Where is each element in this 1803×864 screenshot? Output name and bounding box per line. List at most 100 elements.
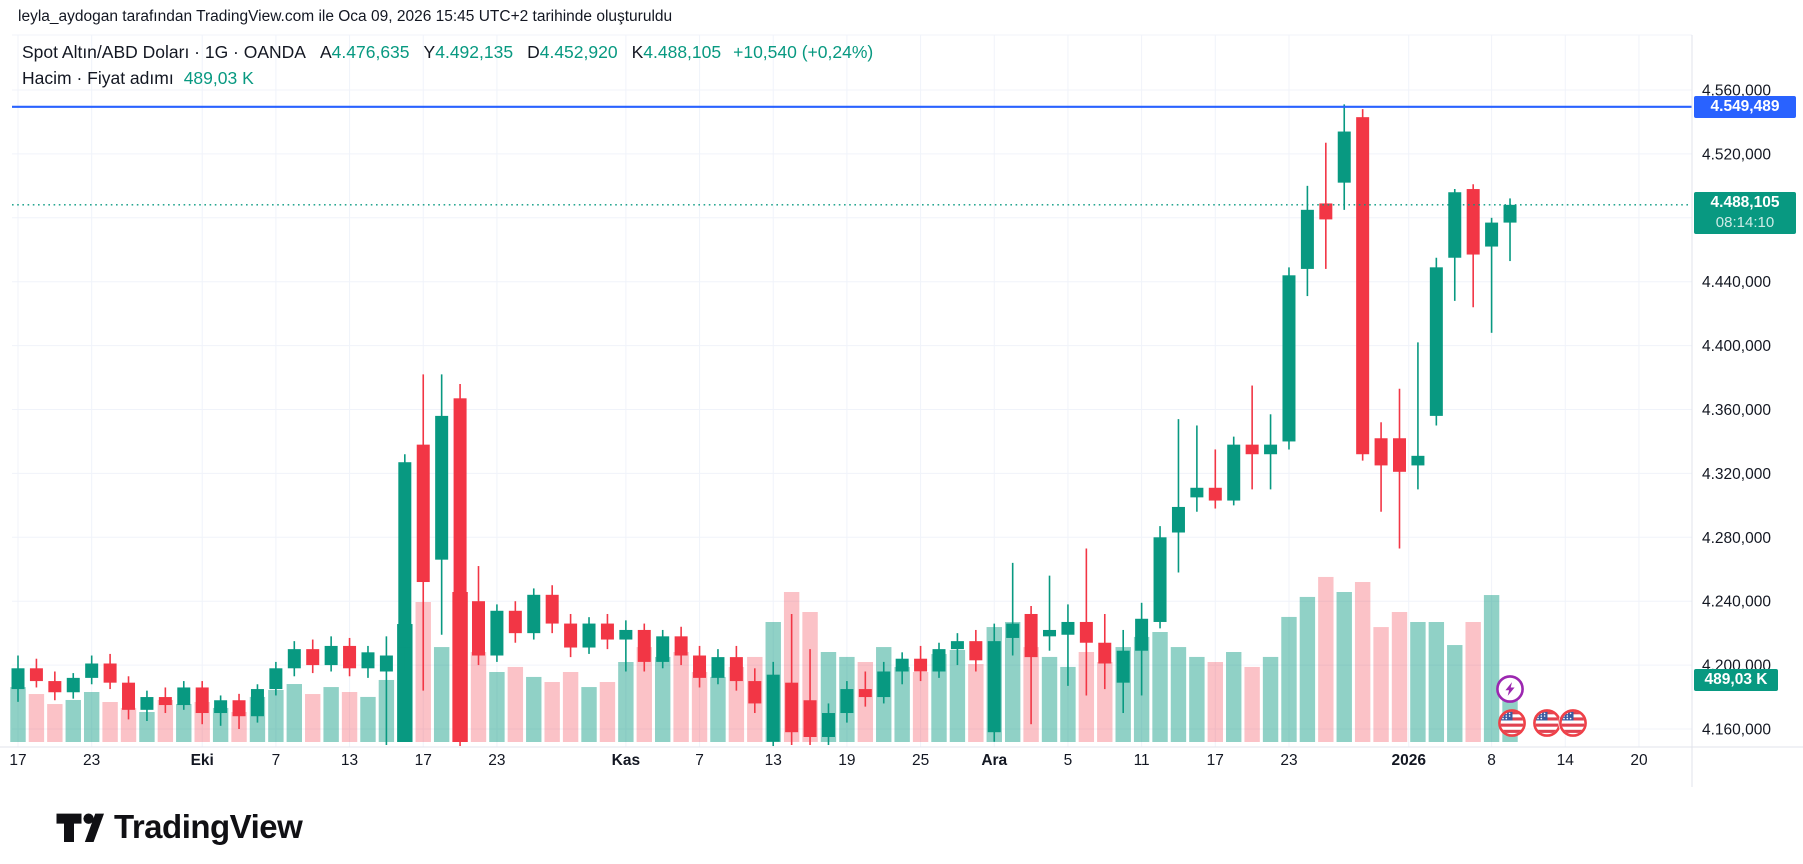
candle-body	[250, 689, 264, 717]
candle-body	[785, 682, 799, 733]
candle-body	[1061, 621, 1075, 635]
volume-bar	[323, 687, 339, 742]
tradingview-logo-text: TradingView	[114, 808, 303, 845]
price-axis[interactable]	[1692, 35, 1803, 747]
volume-bar	[691, 672, 708, 742]
volume-bar	[1318, 576, 1334, 742]
candle-body	[914, 658, 928, 672]
candle-body	[472, 601, 485, 656]
volume-bar	[1244, 666, 1260, 742]
price-axis-label: 4.560,000	[1702, 83, 1771, 100]
time-axis-label: Ara	[981, 752, 1007, 769]
volume-bar	[544, 682, 560, 742]
ohlc-open-value: 4.476,635	[331, 42, 410, 62]
footer-bar: TradingView	[0, 790, 1803, 864]
candle-body	[1171, 506, 1185, 533]
candle-body	[85, 663, 99, 678]
time-axis-label: 7	[695, 752, 704, 769]
volume-bar	[176, 704, 192, 742]
us-flag-event-icon[interactable]	[1558, 708, 1588, 738]
us-flag-event-icon[interactable]	[1497, 708, 1527, 738]
volume-bar	[139, 712, 155, 742]
candle-body	[1116, 650, 1130, 683]
candle-body	[11, 668, 25, 690]
volume-bar	[912, 672, 929, 742]
price-axis-label: 4.240,000	[1702, 594, 1771, 611]
volume-bar	[581, 687, 597, 742]
volume-bar	[1428, 622, 1445, 742]
candle-body	[693, 655, 707, 678]
volume-bar	[1004, 622, 1021, 742]
volume-bar	[728, 666, 745, 742]
volume-row-value: 489,03 K	[183, 68, 254, 88]
volume-bar	[120, 707, 137, 742]
price-axis-label: 4.320,000	[1702, 466, 1771, 483]
candle-body	[1485, 222, 1499, 247]
time-axis-label: 5	[1064, 752, 1073, 769]
candle-body	[1300, 209, 1314, 269]
volume-bar	[1207, 662, 1223, 742]
candle-body	[877, 671, 891, 698]
volume-bar	[470, 652, 487, 742]
volume-row-label[interactable]: Hacim · Fiyat adımı	[22, 68, 174, 88]
candle-body	[29, 668, 43, 682]
volume-bar	[710, 676, 726, 742]
candle-body	[1006, 623, 1020, 638]
candle-body	[1079, 621, 1093, 643]
ohlc-close-letter: K	[631, 42, 644, 62]
us-flag-event-icon[interactable]	[1532, 708, 1562, 738]
candle-body	[987, 641, 1001, 733]
ohlc-high-value: 4.492,135	[435, 42, 514, 62]
candle-body	[379, 655, 393, 672]
time-axis-label: 19	[838, 752, 855, 769]
ohlc-low-value: 4.452,920	[539, 42, 618, 62]
candle-body	[840, 689, 854, 714]
volume-bar	[1373, 627, 1389, 742]
symbol-title[interactable]: Spot Altın/ABD Doları · 1G · OANDA	[22, 42, 306, 62]
candle-body	[508, 610, 522, 634]
volume-badge: 489,03 K	[1694, 669, 1778, 691]
volume-bar	[1354, 582, 1371, 742]
time-axis-label: 25	[912, 752, 929, 769]
ohlc-low-letter: D	[527, 42, 540, 62]
candle-body	[158, 697, 172, 706]
volume-bar	[636, 647, 652, 742]
candle-body	[232, 700, 246, 717]
volume-bar	[1097, 662, 1113, 742]
candle-body	[306, 649, 320, 666]
ohlc-close-value: 4.488,105	[643, 42, 722, 62]
candle-body	[858, 689, 872, 698]
time-axis-label: Eki	[191, 752, 214, 769]
volume-bar	[1262, 656, 1279, 742]
candle-body	[416, 444, 430, 583]
volume-bar	[397, 624, 413, 742]
time-axis-label: 20	[1630, 752, 1648, 769]
candle-body	[895, 658, 909, 672]
tradingview-logo[interactable]: TradingView	[54, 807, 303, 847]
time-axis-label: Kas	[612, 752, 640, 769]
time-axis-label: 11	[1134, 752, 1150, 769]
last-price-value: 4.488,105	[1710, 194, 1780, 211]
volume-bar	[341, 692, 358, 742]
flash-event-icon[interactable]	[1495, 674, 1525, 704]
volume-bar	[433, 647, 450, 742]
candle-body	[1208, 487, 1222, 501]
candle-body	[1411, 455, 1425, 466]
volume-bar	[83, 692, 100, 742]
volume-bar	[65, 699, 81, 742]
candle-body	[527, 594, 541, 634]
candle-body	[729, 657, 743, 682]
candle-body	[343, 645, 357, 669]
volume-bar	[931, 654, 947, 742]
volume-bar	[1410, 622, 1426, 742]
ohlc-high-letter: Y	[423, 42, 436, 62]
volume-bar	[894, 666, 910, 742]
candle-body	[1135, 618, 1149, 651]
chart-canvas[interactable]: 4.560,0004.520,0004.480,0004.440,0004.40…	[0, 0, 1803, 790]
candle-body	[545, 594, 559, 624]
volume-bar	[1447, 645, 1463, 742]
time-axis[interactable]	[0, 747, 1692, 787]
volume-bar	[949, 649, 966, 742]
time-axis-label: 17	[9, 752, 26, 769]
candle-body	[324, 645, 338, 666]
